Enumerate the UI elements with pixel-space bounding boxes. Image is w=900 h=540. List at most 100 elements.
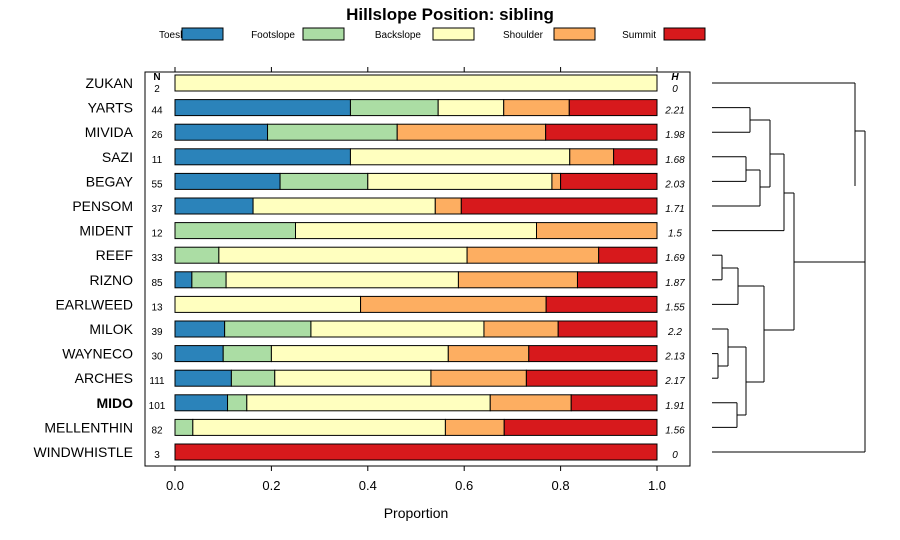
x-tick-label-0: 0.0 — [166, 478, 184, 493]
bar-segment-mident-shoulder — [536, 222, 658, 240]
bar-segment-yarts-footslope — [349, 99, 439, 117]
row-h-mivida: 1.98 — [665, 130, 685, 141]
bar-segment-yarts-toeslope — [174, 99, 351, 117]
row-label-zukan: ZUKAN — [86, 75, 133, 91]
bar-segment-mellenthin-backslope — [192, 418, 446, 436]
row-n-mivida: 26 — [151, 130, 163, 141]
bar-segment-rizno-shoulder — [457, 271, 578, 289]
legend-swatch-shoulder — [553, 27, 596, 41]
bar-segment-arches-toeslope — [174, 369, 232, 387]
bar-segment-milok-toeslope — [174, 320, 226, 338]
dendrogram — [712, 82, 866, 453]
bar-segment-windwhistle-summit — [174, 443, 658, 461]
bar-segment-milok-shoulder — [483, 320, 559, 338]
bar-segment-begay-shoulder — [551, 172, 562, 190]
bar-segment-mivida-shoulder — [396, 123, 547, 141]
row-label-arches: ARCHES — [75, 370, 133, 386]
bar-segment-sazi-shoulder — [569, 148, 615, 166]
row-n-mido: 101 — [149, 401, 166, 412]
bar-segment-mivida-footslope — [267, 123, 398, 141]
row-n-windwhistle: 3 — [154, 450, 160, 461]
row-label-begay: BEGAY — [86, 173, 134, 189]
bar-segment-reef-footslope — [174, 246, 220, 264]
bar-segment-earlweed-shoulder — [360, 295, 547, 313]
n-column-header: N — [153, 72, 160, 83]
bar-segment-wayneco-shoulder — [447, 345, 530, 363]
legend-label-toeslope: Toeslope — [159, 30, 199, 41]
bar-segment-zukan-backslope — [174, 74, 658, 92]
row-label-milok: MILOK — [89, 321, 133, 337]
plot-frame — [144, 71, 691, 467]
bar-segment-earlweed-summit — [545, 295, 658, 313]
bar-segment-rizno-summit — [576, 271, 658, 289]
row-h-mido: 1.91 — [665, 401, 684, 412]
row-label-mivida: MIVIDA — [85, 124, 134, 140]
row-label-yarts: YARTS — [88, 100, 133, 116]
bar-segment-reef-backslope — [218, 246, 468, 264]
bar-segment-pensom-summit — [460, 197, 658, 215]
bar-segment-begay-backslope — [367, 172, 553, 190]
bar-segment-mido-footslope — [227, 394, 248, 412]
row-n-sazi: 11 — [152, 155, 163, 166]
row-h-begay: 2.03 — [664, 179, 685, 190]
row-n-arches: 111 — [149, 376, 165, 387]
row-label-pensom: PENSOM — [72, 198, 133, 214]
row-h-zukan: 0 — [672, 84, 678, 95]
bar-segment-yarts-summit — [568, 99, 658, 117]
bar-segment-mido-shoulder — [489, 394, 572, 412]
x-tick-label-1: 0.2 — [262, 478, 280, 493]
bar-segment-reef-summit — [598, 246, 658, 264]
row-h-pensom: 1.71 — [665, 204, 684, 215]
bar-segment-sazi-backslope — [349, 148, 571, 166]
bar-segment-begay-toeslope — [174, 172, 281, 190]
legend: Toeslope Footslope Backslope Shoulder Summit — [159, 27, 706, 41]
row-label-reef: REEF — [96, 247, 133, 263]
row-n-rizno: 85 — [151, 278, 163, 289]
legend-label-backslope: Backslope — [375, 30, 422, 41]
h-column-header: H — [671, 72, 679, 83]
row-h-rizno: 1.87 — [665, 278, 685, 289]
x-tick-label-3: 0.6 — [455, 478, 473, 493]
x-tick-label-5: 1.0 — [648, 478, 666, 493]
bar-segment-arches-footslope — [230, 369, 276, 387]
row-label-wayneco: WAYNECO — [62, 346, 133, 362]
row-n-earlweed: 13 — [151, 302, 163, 313]
x-axis-label: Proportion — [384, 505, 449, 521]
legend-label-shoulder: Shoulder — [503, 30, 544, 41]
bar-segment-yarts-shoulder — [503, 99, 570, 117]
bar-segment-arches-shoulder — [430, 369, 527, 387]
bar-segment-mellenthin-shoulder — [444, 418, 505, 436]
bar-segment-mident-backslope — [295, 222, 537, 240]
bar-segment-wayneco-toeslope — [174, 345, 224, 363]
row-n-begay: 55 — [151, 179, 163, 190]
row-n-wayneco: 30 — [151, 352, 163, 363]
plot-area: N H ZUKAN 2 0 YARTS 44 2.21 MIVIDA 26 1.98 SAZI 11… — [33, 67, 691, 521]
bar-segment-mellenthin-footslope — [174, 418, 194, 436]
bar-segment-mido-toeslope — [174, 394, 229, 412]
bar-segment-pensom-toeslope — [174, 197, 254, 215]
row-h-earlweed: 1.55 — [665, 302, 685, 313]
row-label-rizno: RIZNO — [89, 272, 133, 288]
row-n-mident: 12 — [151, 229, 163, 240]
bar-segment-arches-backslope — [274, 369, 432, 387]
bar-segment-begay-footslope — [279, 172, 369, 190]
bar-segment-mido-backslope — [246, 394, 491, 412]
row-label-mident: MIDENT — [79, 223, 133, 239]
row-h-sazi: 1.68 — [665, 155, 685, 166]
row-h-wayneco: 2.13 — [664, 352, 685, 363]
row-n-pensom: 37 — [151, 204, 163, 215]
bar-segment-milok-footslope — [224, 320, 312, 338]
bar-segment-mident-footslope — [174, 222, 296, 240]
legend-swatch-toeslope — [181, 27, 224, 41]
bar-segment-rizno-backslope — [225, 271, 459, 289]
row-label-earlweed: EARLWEED — [55, 296, 133, 312]
row-h-arches: 2.17 — [664, 376, 685, 387]
bar-segment-sazi-toeslope — [174, 148, 351, 166]
bar-segment-arches-summit — [525, 369, 658, 387]
row-h-mellenthin: 1.56 — [665, 425, 685, 436]
bar-segment-mellenthin-summit — [503, 418, 658, 436]
legend-swatch-backslope — [432, 27, 475, 41]
bar-segment-rizno-footslope — [191, 271, 227, 289]
bar-segment-rizno-toeslope — [174, 271, 193, 289]
